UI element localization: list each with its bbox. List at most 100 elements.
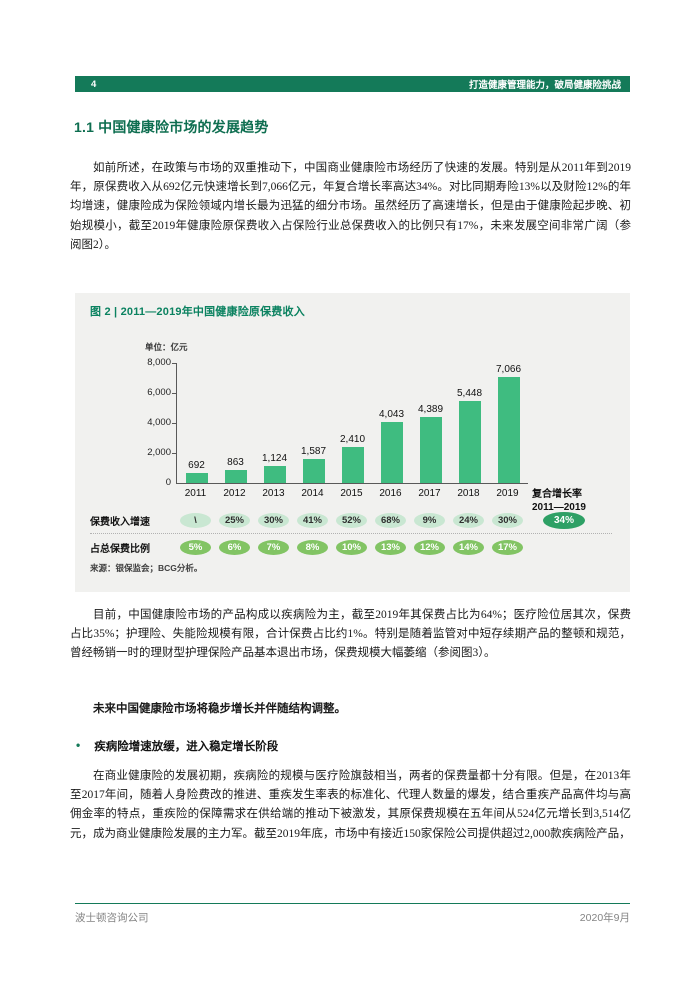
share-cell-2013: 7% bbox=[254, 540, 293, 555]
bar-2013 bbox=[263, 466, 286, 483]
bar-value-label: 2,410 bbox=[339, 433, 366, 445]
paragraph-2: 目前，中国健康险市场的产品构成以疾病险为主，截至2019年其保费占比为64%；医… bbox=[70, 609, 631, 660]
growth-value-2017: 9% bbox=[414, 513, 445, 528]
y-tick-4,000: 4,000 bbox=[147, 417, 171, 428]
share-value-2011: 5% bbox=[180, 540, 211, 555]
y-tick-8,000: 8,000 bbox=[147, 357, 171, 368]
growth-value-2015: 52% bbox=[336, 513, 367, 528]
bar-value-label: 5,448 bbox=[456, 388, 483, 400]
x-tick-2012: 2012 bbox=[223, 488, 246, 499]
section-title: 1.1 中国健康险市场的发展趋势 bbox=[74, 119, 269, 135]
bar-2018 bbox=[458, 401, 481, 483]
bar-column-2016: 4,043 bbox=[372, 363, 411, 483]
bar-2015 bbox=[341, 446, 364, 483]
share-value-2018: 14% bbox=[453, 540, 484, 555]
share-cell-2018: 14% bbox=[449, 540, 488, 555]
share-value-2013: 7% bbox=[258, 540, 289, 555]
cagr-label: 复合增长率 2011—2019 bbox=[532, 488, 624, 514]
unit-label: 单位：亿元 bbox=[145, 342, 188, 352]
growth-cell-2014: 41% bbox=[293, 513, 332, 528]
bar-column-2013: 1,124 bbox=[255, 363, 294, 483]
growth-cell-2016: 68% bbox=[371, 513, 410, 528]
growth-value-2013: 30% bbox=[258, 513, 289, 528]
bar-value-label: 863 bbox=[227, 457, 244, 469]
share-cell-2011: 5% bbox=[176, 540, 215, 555]
growth-value-2011: \ bbox=[180, 513, 211, 528]
page-number: 4 bbox=[91, 78, 97, 90]
bar-2017 bbox=[419, 417, 442, 483]
bar-2019 bbox=[497, 377, 520, 483]
x-tick-2017: 2017 bbox=[418, 488, 441, 499]
share-row-label: 占总保费比例 bbox=[90, 544, 150, 555]
x-tick-2016: 2016 bbox=[379, 488, 402, 499]
growth-cell-2015: 52% bbox=[332, 513, 371, 528]
share-value-2016: 13% bbox=[375, 540, 406, 555]
share-value-2019: 17% bbox=[492, 540, 523, 555]
bar-column-2019: 7,066 bbox=[489, 363, 528, 483]
y-tickmark bbox=[172, 423, 176, 424]
bullet-item: • 疾病险增速放缓，进入稳定增长阶段 bbox=[76, 738, 626, 754]
x-tick-2013: 2013 bbox=[262, 488, 285, 499]
page-header-bar: 4 打造健康管理能力，破局健康险挑战 bbox=[75, 76, 630, 92]
footer-rule bbox=[75, 903, 630, 904]
y-tickmark bbox=[172, 453, 176, 454]
bar-value-label: 1,587 bbox=[300, 446, 327, 458]
share-cell-2014: 8% bbox=[293, 540, 332, 555]
bar-2012 bbox=[224, 470, 247, 483]
y-tick-2,000: 2,000 bbox=[147, 447, 171, 458]
bar-column-2011: 692 bbox=[177, 363, 216, 483]
growth-row-label: 保费收入增速 bbox=[90, 517, 150, 528]
cagr-label-line2: 2011—2019 bbox=[532, 502, 586, 513]
share-cell-2015: 10% bbox=[332, 540, 371, 555]
running-title: 打造健康管理能力，破局健康险挑战 bbox=[468, 80, 621, 91]
growth-cell-2011: \ bbox=[176, 513, 215, 528]
bar-column-2014: 1,587 bbox=[294, 363, 333, 483]
growth-value-2012: 25% bbox=[219, 513, 250, 528]
share-value-2015: 10% bbox=[336, 540, 367, 555]
bar-2016 bbox=[380, 422, 403, 483]
paragraph-3: 在商业健康险的发展初期，疾病险的规模与医疗险旗鼓相当，两者的保费量都十分有限。但… bbox=[70, 770, 631, 840]
y-tick-6,000: 6,000 bbox=[147, 387, 171, 398]
bar-column-2018: 5,448 bbox=[450, 363, 489, 483]
share-row: 占总保费比例 5% 6% 7% 8% 10% 13% 12% 14% 17% bbox=[90, 539, 615, 556]
page-footer: 波士顿咨询公司 2020年9月 bbox=[75, 910, 630, 925]
bar-value-label: 4,389 bbox=[417, 404, 444, 416]
growth-value-2019: 30% bbox=[492, 513, 523, 528]
bold-statement: 未来中国健康险市场将稳步增长并伴随结构调整。 bbox=[93, 703, 346, 715]
y-tick-0: 0 bbox=[165, 477, 171, 488]
share-cell-2012: 6% bbox=[215, 540, 254, 555]
bar-value-label: 7,066 bbox=[495, 364, 522, 375]
share-ovals: 5% 6% 7% 8% 10% 13% 12% 14% 17% bbox=[176, 540, 527, 555]
growth-value-2014: 41% bbox=[297, 513, 328, 528]
metric-rows: 保费收入增速 \ 25% 30% 41% 52% 68% 9% 24% 30% 34% 占总保费… bbox=[90, 512, 615, 556]
dotted-divider bbox=[90, 533, 612, 534]
share-value-2014: 8% bbox=[297, 540, 328, 555]
x-tick-2011: 2011 bbox=[184, 488, 207, 499]
footer-date: 2020年9月 bbox=[579, 912, 630, 924]
share-cell-2017: 12% bbox=[410, 540, 449, 555]
share-cell-2016: 13% bbox=[371, 540, 410, 555]
bar-column-2012: 863 bbox=[216, 363, 255, 483]
paragraph-1: 如前所述，在政策与市场的双重推动下，中国商业健康险市场经历了快速的发展。特别是从… bbox=[70, 162, 631, 251]
share-value-2017: 12% bbox=[414, 540, 445, 555]
y-axis: 8,000 6,000 4,000 2,000 0 bbox=[116, 357, 171, 488]
bar-column-2017: 4,389 bbox=[411, 363, 450, 483]
growth-ovals: \ 25% 30% 41% 52% 68% 9% 24% 30% bbox=[176, 513, 527, 528]
growth-cell-2013: 30% bbox=[254, 513, 293, 528]
cagr-badge: 34% bbox=[543, 512, 585, 529]
y-tickmark bbox=[172, 393, 176, 394]
bullet-icon: • bbox=[76, 738, 81, 752]
footer-company: 波士顿咨询公司 bbox=[75, 912, 149, 924]
source-note: 来源：银保监会；BCG分析。 bbox=[90, 563, 203, 573]
x-tick-2018: 2018 bbox=[457, 488, 480, 499]
bar-columns: 692 863 1,124 1,587 2,410 4,043 4,389 5,448 7,06… bbox=[172, 363, 528, 484]
x-tick-2019: 2019 bbox=[496, 488, 519, 499]
bar-value-label: 692 bbox=[188, 459, 205, 471]
growth-cell-2018: 24% bbox=[449, 513, 488, 528]
x-axis-labels: 2011 2012 2013 2014 2015 2016 2017 2018 2019 bbox=[176, 488, 527, 499]
growth-value-2016: 68% bbox=[375, 513, 406, 528]
share-value-2012: 6% bbox=[219, 540, 250, 555]
cagr-label-line1: 复合增长率 bbox=[532, 489, 582, 500]
growth-cell-2012: 25% bbox=[215, 513, 254, 528]
